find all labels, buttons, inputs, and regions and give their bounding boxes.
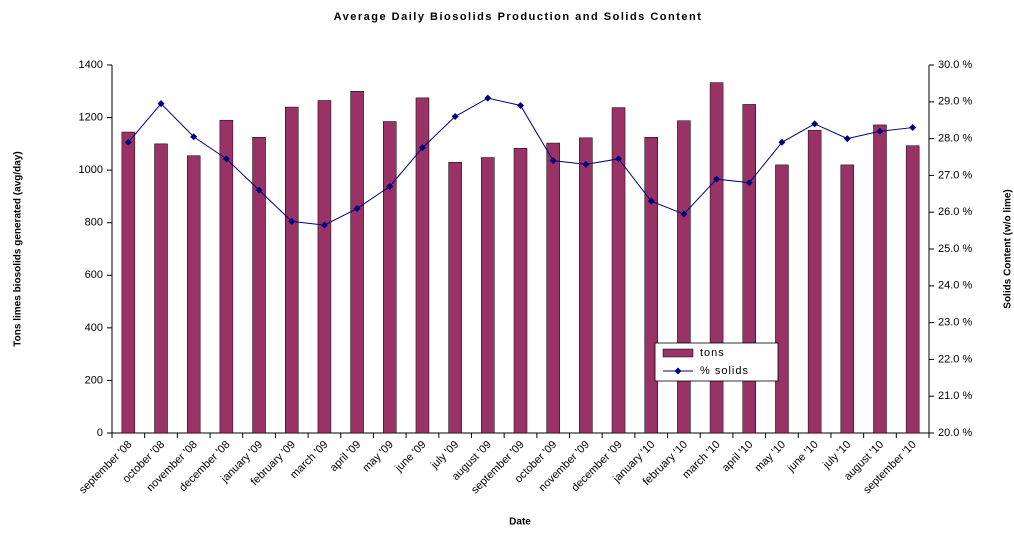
y2-tick-label: 29.0 % — [938, 96, 972, 108]
bar — [905, 145, 920, 434]
x-tick-label: june '09 — [392, 439, 428, 475]
y-tick-label: 0 — [97, 427, 103, 439]
marker — [582, 160, 590, 168]
y2-tick-label: 30.0 % — [938, 59, 972, 71]
y-tick-label: 200 — [85, 374, 103, 386]
bar — [284, 106, 299, 434]
marker — [713, 175, 721, 183]
marker — [876, 127, 884, 135]
x-tick-label: april '09 — [328, 439, 363, 474]
legend-label: % solids — [700, 365, 749, 377]
marker — [124, 138, 132, 146]
marker — [811, 120, 819, 128]
marker — [386, 182, 394, 190]
marker — [451, 113, 459, 121]
bar — [252, 137, 266, 434]
marker — [615, 155, 623, 163]
y-tick-label: 1000 — [79, 164, 103, 176]
bar — [350, 91, 364, 434]
marker — [255, 186, 263, 194]
marker — [157, 100, 165, 108]
marker — [418, 144, 426, 152]
marker — [680, 210, 688, 218]
y2-tick-label: 23.0 % — [938, 317, 972, 329]
y2-tick-label: 25.0 % — [938, 243, 972, 255]
x-tick-label: may '09 — [360, 439, 395, 474]
bar — [219, 119, 234, 434]
y2-tick-label: 20.0 % — [938, 427, 972, 439]
y-tick-label: 400 — [85, 322, 103, 334]
bar — [677, 120, 691, 434]
x-tick-label: april '10 — [720, 439, 755, 474]
y2-axis-title: Solids Content (w/o lime) — [1003, 189, 1014, 308]
bar — [775, 164, 789, 434]
marker — [647, 197, 655, 205]
bar — [513, 148, 528, 434]
legend-label: tons — [700, 347, 725, 359]
bar — [611, 107, 626, 434]
bar — [121, 131, 136, 434]
marker — [778, 138, 786, 146]
marker — [288, 217, 296, 225]
marker — [353, 205, 361, 213]
x-tick-label: september '08 — [77, 439, 135, 497]
bar — [481, 157, 495, 434]
bar — [415, 97, 430, 434]
bar — [383, 121, 397, 434]
x-axis-title: Date — [509, 517, 531, 528]
x-tick-label: may '10 — [753, 439, 788, 474]
bar — [742, 104, 757, 434]
x-tick-label: june '10 — [785, 439, 821, 475]
bar — [873, 124, 887, 434]
marker — [190, 133, 198, 141]
bar — [317, 100, 332, 434]
chart-title: Average Daily Biosolids Production and S… — [334, 11, 703, 23]
marker — [517, 101, 524, 109]
bar — [840, 164, 855, 434]
marker — [484, 94, 492, 102]
y-tick-label: 600 — [85, 269, 103, 281]
y-tick-label: 1400 — [79, 59, 103, 71]
bar — [579, 137, 593, 434]
marker — [745, 179, 753, 187]
y-tick-label: 1200 — [79, 111, 103, 123]
y2-tick-label: 26.0 % — [938, 206, 972, 218]
bar — [644, 137, 658, 434]
marker — [320, 221, 328, 229]
legend-marker — [674, 367, 682, 375]
y2-tick-label: 21.0 % — [938, 390, 972, 402]
bar — [154, 143, 168, 434]
y-axis-title: Tons limes biosolids generated (avg/day) — [13, 151, 24, 346]
bar — [807, 129, 822, 434]
bar — [546, 142, 560, 434]
y2-tick-label: 22.0 % — [938, 353, 972, 365]
marker — [843, 135, 851, 143]
y-tick-label: 800 — [85, 217, 103, 229]
bar — [448, 162, 462, 434]
y2-tick-label: 28.0 % — [938, 133, 972, 145]
bar — [186, 155, 201, 434]
y2-tick-label: 27.0 % — [938, 169, 972, 181]
y2-tick-label: 24.0 % — [938, 280, 972, 292]
marker — [222, 155, 230, 163]
marker — [549, 157, 557, 165]
legend-swatch — [662, 348, 694, 358]
marker — [909, 124, 917, 132]
